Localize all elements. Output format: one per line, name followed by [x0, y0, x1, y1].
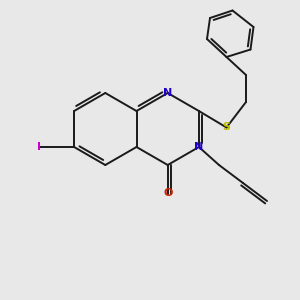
Text: N: N — [163, 88, 172, 98]
Text: S: S — [223, 122, 230, 133]
Text: N: N — [194, 142, 203, 152]
Text: I: I — [37, 142, 41, 152]
Text: O: O — [163, 188, 172, 199]
